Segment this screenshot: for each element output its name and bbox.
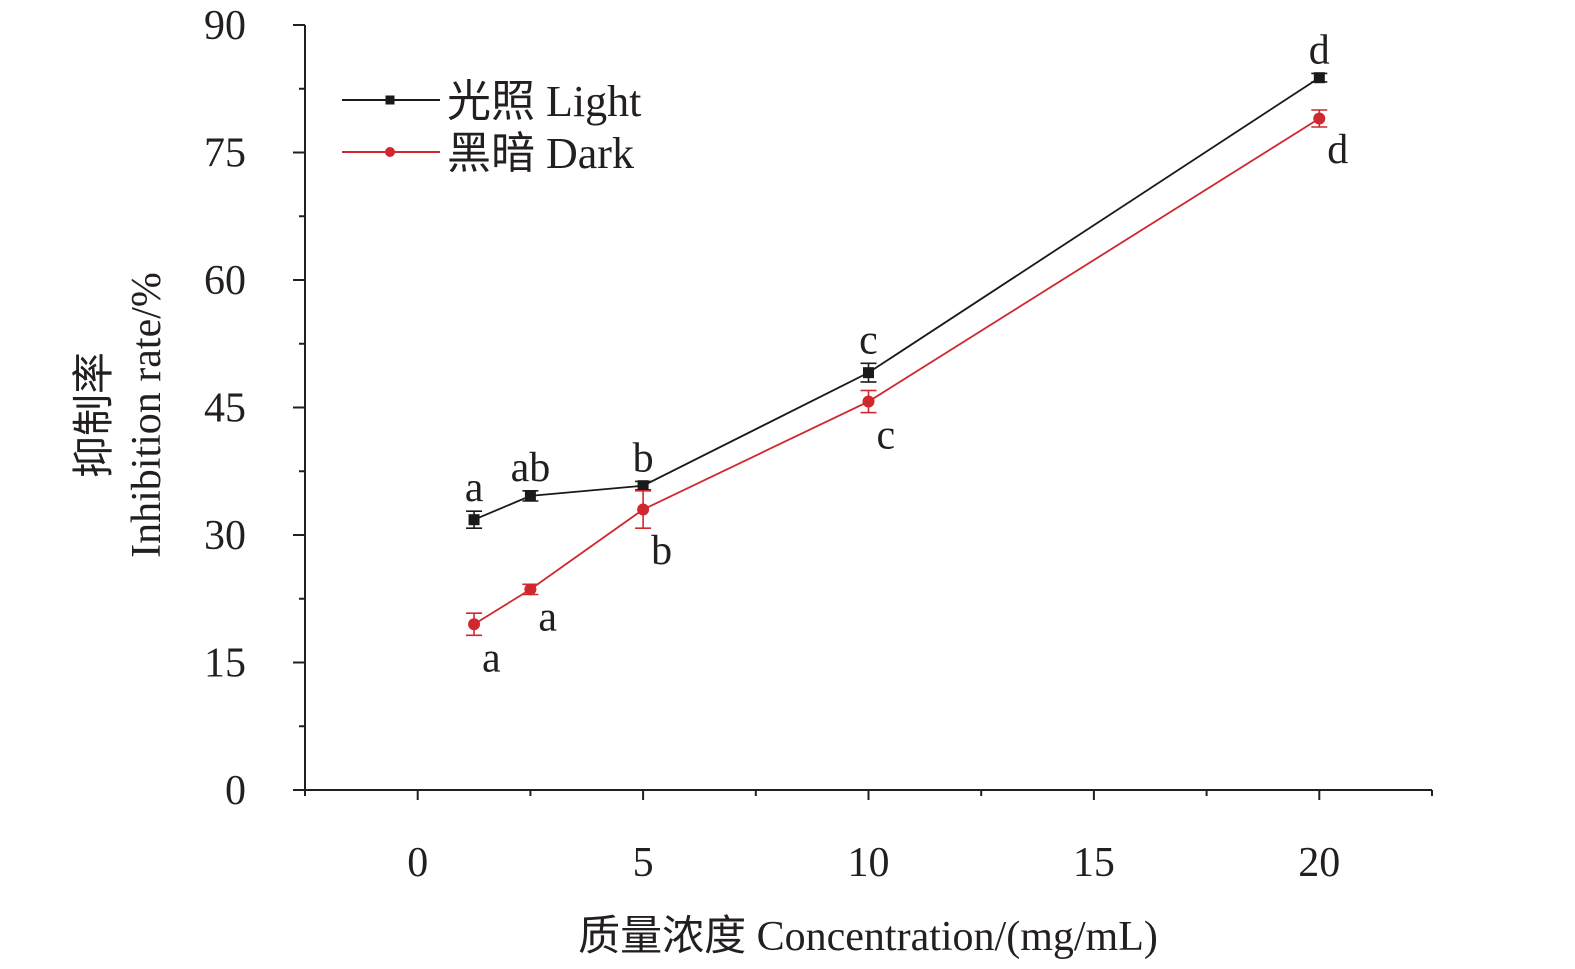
data-point: [468, 618, 481, 631]
y-tick-label: 45: [204, 386, 246, 432]
y-tick-label: 30: [204, 513, 246, 559]
significance-label: a: [482, 635, 501, 681]
y-tick-label: 15: [204, 641, 246, 687]
x-tick-label: 15: [1073, 840, 1115, 886]
significance-label: d: [1327, 127, 1348, 173]
x-tick-label: 5: [633, 840, 654, 886]
legend-marker-light: [385, 95, 395, 105]
data-point: [862, 395, 875, 408]
y-axis-ticks: 0 15 30 45 60 75 90: [204, 3, 305, 814]
legend: 光照 Light 黑暗 Dark: [342, 77, 641, 178]
x-tick-label: 10: [848, 840, 890, 886]
data-point: [468, 514, 480, 526]
legend-item-dark: 黑暗 Dark: [342, 129, 634, 178]
y-axis-title-cn: 抑制率: [71, 352, 118, 478]
y-tick-label: 60: [204, 258, 246, 304]
data-point: [637, 480, 649, 492]
data-point: [637, 503, 650, 516]
data-point: [524, 583, 537, 596]
series-line: [473, 117, 1320, 626]
data-point: [863, 367, 874, 379]
legend-label-dark: 黑暗 Dark: [447, 129, 634, 178]
data-point: [1313, 112, 1326, 125]
data-point: [1313, 72, 1325, 84]
y-tick-label: 90: [204, 3, 246, 49]
legend-item-light: 光照 Light: [342, 77, 641, 126]
x-axis-ticks: 0 5 10 15 20: [304, 790, 1433, 886]
x-tick-label: 0: [407, 840, 428, 886]
significance-label: a: [538, 595, 557, 641]
legend-marker-dark: [385, 147, 395, 157]
data-point: [524, 490, 536, 502]
y-axis: 0 15 30 45 60 75 90: [204, 3, 306, 814]
series-light: a ab b c d: [465, 27, 1330, 530]
significance-label: c: [877, 413, 896, 459]
y-axis-title-en: Inhibition rate/%: [124, 272, 170, 558]
significance-label: ab: [511, 445, 551, 491]
x-axis: 0 5 10 15 20: [304, 789, 1433, 886]
y-axis-title: Inhibition rate/% 抑制率: [71, 272, 170, 558]
y-tick-label: 0: [225, 768, 246, 814]
significance-label: c: [859, 317, 878, 363]
legend-label-light: 光照 Light: [447, 77, 641, 126]
significance-label: b: [651, 528, 672, 574]
significance-label: b: [633, 435, 654, 481]
x-axis-title: 质量浓度 Concentration/(mg/mL): [578, 914, 1158, 960]
significance-label: a: [465, 465, 484, 511]
y-tick-label: 75: [204, 131, 246, 177]
significance-label: d: [1309, 27, 1330, 73]
x-tick-label: 20: [1298, 840, 1340, 886]
